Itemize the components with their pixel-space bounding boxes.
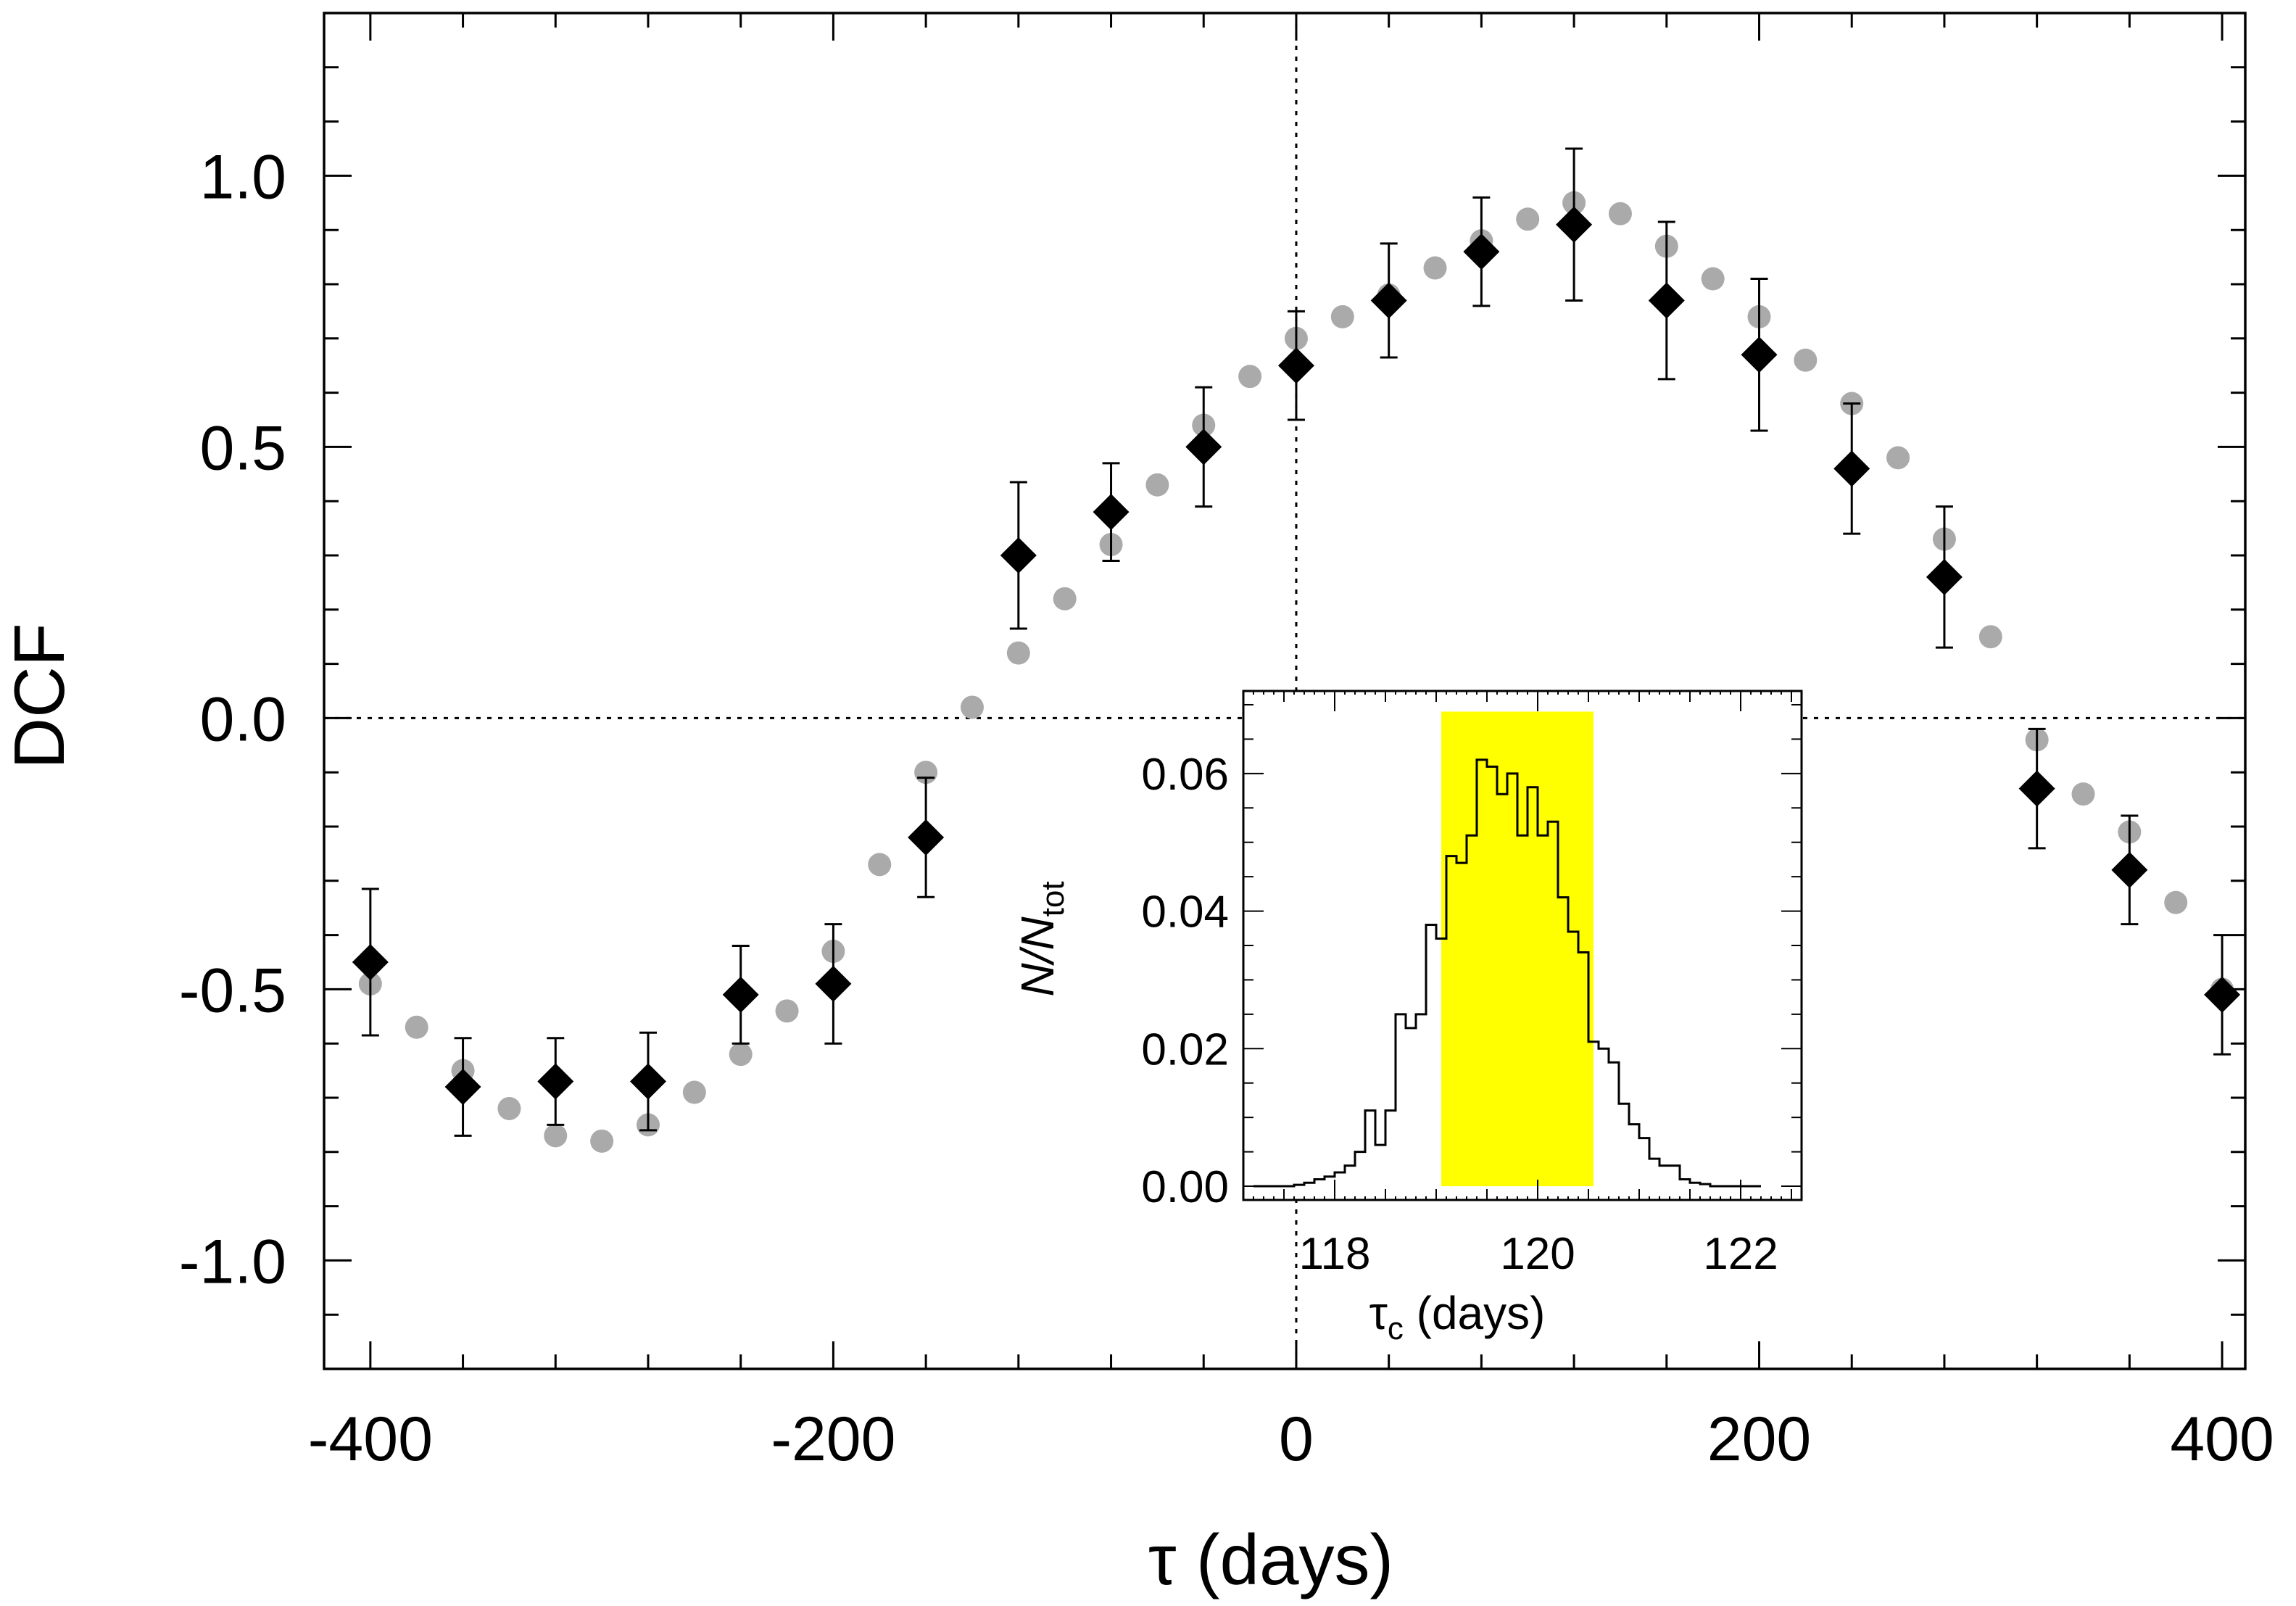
inset-x-tick-label: 120 bbox=[1500, 1229, 1575, 1279]
y-tick-label: -1.0 bbox=[179, 1227, 286, 1296]
x-tick-label: 0 bbox=[1279, 1404, 1314, 1474]
dcf-point bbox=[815, 965, 852, 1002]
dcf-error-bars bbox=[361, 147, 2231, 1137]
model-point bbox=[544, 1124, 568, 1148]
model-point bbox=[1608, 202, 1632, 225]
dcf-point bbox=[1000, 537, 1037, 574]
model-point bbox=[1978, 625, 2002, 649]
inset-histogram-panel: 118 120 122 0.00 0.02 0.04 0.06 bbox=[1141, 690, 1803, 1279]
inset-y-tick-label: 0.06 bbox=[1141, 750, 1229, 800]
inset-y-tick-label: 0.04 bbox=[1141, 887, 1229, 937]
dcf-point bbox=[2111, 851, 2148, 888]
x-tick-label: 400 bbox=[2170, 1404, 2274, 1474]
dcf-point bbox=[908, 819, 945, 856]
model-point bbox=[405, 1015, 428, 1039]
dcf-diamond-points bbox=[352, 206, 2241, 1106]
dcf-point bbox=[1556, 206, 1593, 243]
dcf-point bbox=[537, 1063, 574, 1100]
model-point bbox=[1423, 256, 1447, 280]
model-point bbox=[1794, 348, 1818, 372]
model-point bbox=[682, 1080, 706, 1104]
model-point bbox=[590, 1129, 614, 1153]
y-tick-label: 0.5 bbox=[199, 413, 286, 483]
model-point bbox=[1330, 305, 1354, 328]
main-axes: -400 -200 0 200 400 -1.0 -0.5 0.0 0.5 1.0 bbox=[179, 12, 2274, 1474]
y-tick-label: 0.0 bbox=[199, 684, 286, 754]
model-point bbox=[1145, 473, 1169, 497]
dcf-point bbox=[1093, 494, 1130, 531]
inset-y-label-sub: tot bbox=[1035, 881, 1071, 916]
model-point bbox=[1006, 641, 1030, 665]
dcf-point bbox=[1370, 282, 1407, 319]
model-point bbox=[1053, 587, 1077, 610]
histogram-step-line bbox=[1253, 758, 1761, 1188]
dcf-point bbox=[1741, 336, 1778, 373]
model-point bbox=[729, 1043, 753, 1067]
inset-axes: 118 120 122 0.00 0.02 0.04 0.06 bbox=[1141, 690, 1803, 1279]
inset-x-tick-label: 118 bbox=[1299, 1229, 1371, 1279]
dcf-point bbox=[1277, 347, 1314, 384]
inset-x-tick-label: 122 bbox=[1703, 1229, 1778, 1279]
dcf-point bbox=[352, 944, 389, 980]
dcf-point bbox=[1926, 558, 1963, 595]
dcf-point bbox=[1648, 282, 1685, 319]
dcf-point bbox=[629, 1063, 666, 1100]
inset-x-axis-label: τc (days) bbox=[1369, 1287, 1546, 1346]
inset-x-label-main: τ bbox=[1369, 1287, 1388, 1339]
main-x-axis-label: τ (days) bbox=[1148, 1520, 1393, 1599]
model-point bbox=[1701, 267, 1725, 291]
inset-y-axis-label: N/Ntot bbox=[1011, 881, 1071, 996]
dcf-point bbox=[1463, 233, 1500, 270]
dcf-point bbox=[1185, 429, 1222, 465]
x-tick-label: -400 bbox=[308, 1404, 433, 1474]
inset-y-tick-label: 0.02 bbox=[1141, 1025, 1229, 1075]
model-point bbox=[775, 999, 799, 1023]
model-point bbox=[2164, 890, 2188, 914]
dcf-point bbox=[722, 976, 759, 1013]
x-tick-label: 200 bbox=[1707, 1404, 1812, 1474]
model-point bbox=[497, 1096, 521, 1120]
main-plot-frame bbox=[323, 12, 2247, 1370]
inset-histogram bbox=[1253, 758, 1761, 1188]
main-y-axis-label: DCF bbox=[0, 623, 79, 769]
y-tick-label: -0.5 bbox=[179, 956, 286, 1025]
dcf-point bbox=[2204, 976, 2241, 1013]
model-point bbox=[1886, 446, 1910, 470]
inset-x-label-rest: (days) bbox=[1404, 1287, 1546, 1339]
model-point bbox=[1238, 365, 1262, 389]
model-point bbox=[868, 853, 892, 877]
inset-y-label-main: N/N bbox=[1011, 916, 1064, 997]
dcf-point bbox=[444, 1069, 481, 1106]
dcf-point bbox=[2018, 770, 2055, 807]
model-point bbox=[960, 695, 984, 719]
model-point bbox=[2071, 782, 2095, 806]
inset-x-label-sub: c bbox=[1388, 1311, 1404, 1346]
x-tick-label: -200 bbox=[771, 1404, 895, 1474]
inset-y-tick-label: 0.00 bbox=[1141, 1162, 1229, 1212]
dcf-point bbox=[1833, 450, 1870, 487]
y-tick-label: 1.0 bbox=[199, 142, 286, 212]
model-point bbox=[1516, 207, 1540, 231]
